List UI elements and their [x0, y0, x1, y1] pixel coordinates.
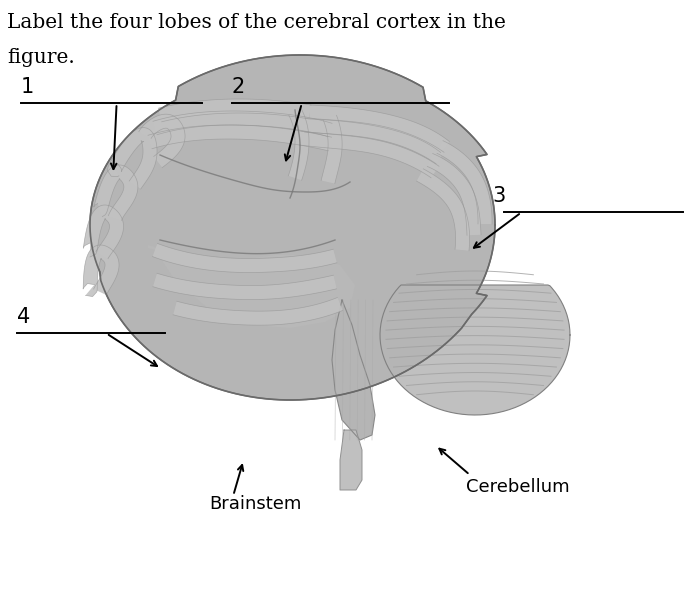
- Polygon shape: [90, 55, 495, 400]
- Polygon shape: [340, 430, 362, 490]
- Polygon shape: [416, 169, 470, 251]
- Text: Brainstem: Brainstem: [209, 496, 302, 513]
- Polygon shape: [94, 165, 138, 221]
- Polygon shape: [309, 105, 449, 152]
- Polygon shape: [148, 245, 355, 328]
- Polygon shape: [83, 245, 119, 297]
- Polygon shape: [108, 127, 157, 189]
- Polygon shape: [139, 114, 185, 168]
- Text: 4: 4: [17, 307, 30, 327]
- Text: 2: 2: [232, 77, 245, 97]
- Polygon shape: [332, 300, 375, 440]
- Text: 1: 1: [21, 77, 34, 97]
- Polygon shape: [153, 273, 337, 300]
- Text: Cerebellum: Cerebellum: [466, 478, 570, 496]
- Polygon shape: [152, 244, 337, 273]
- Text: figure.: figure.: [7, 48, 75, 67]
- Polygon shape: [305, 118, 444, 164]
- Polygon shape: [288, 109, 309, 180]
- Polygon shape: [83, 205, 123, 258]
- Polygon shape: [299, 131, 439, 178]
- Text: Label the four lobes of the cerebral cortex in the: Label the four lobes of the cerebral cor…: [7, 13, 506, 32]
- Polygon shape: [427, 153, 481, 235]
- Polygon shape: [321, 116, 342, 183]
- Polygon shape: [153, 111, 332, 137]
- Polygon shape: [148, 125, 331, 151]
- Polygon shape: [158, 99, 311, 122]
- Polygon shape: [437, 140, 492, 224]
- Polygon shape: [380, 285, 570, 415]
- Text: 3: 3: [493, 186, 506, 206]
- Polygon shape: [173, 297, 342, 325]
